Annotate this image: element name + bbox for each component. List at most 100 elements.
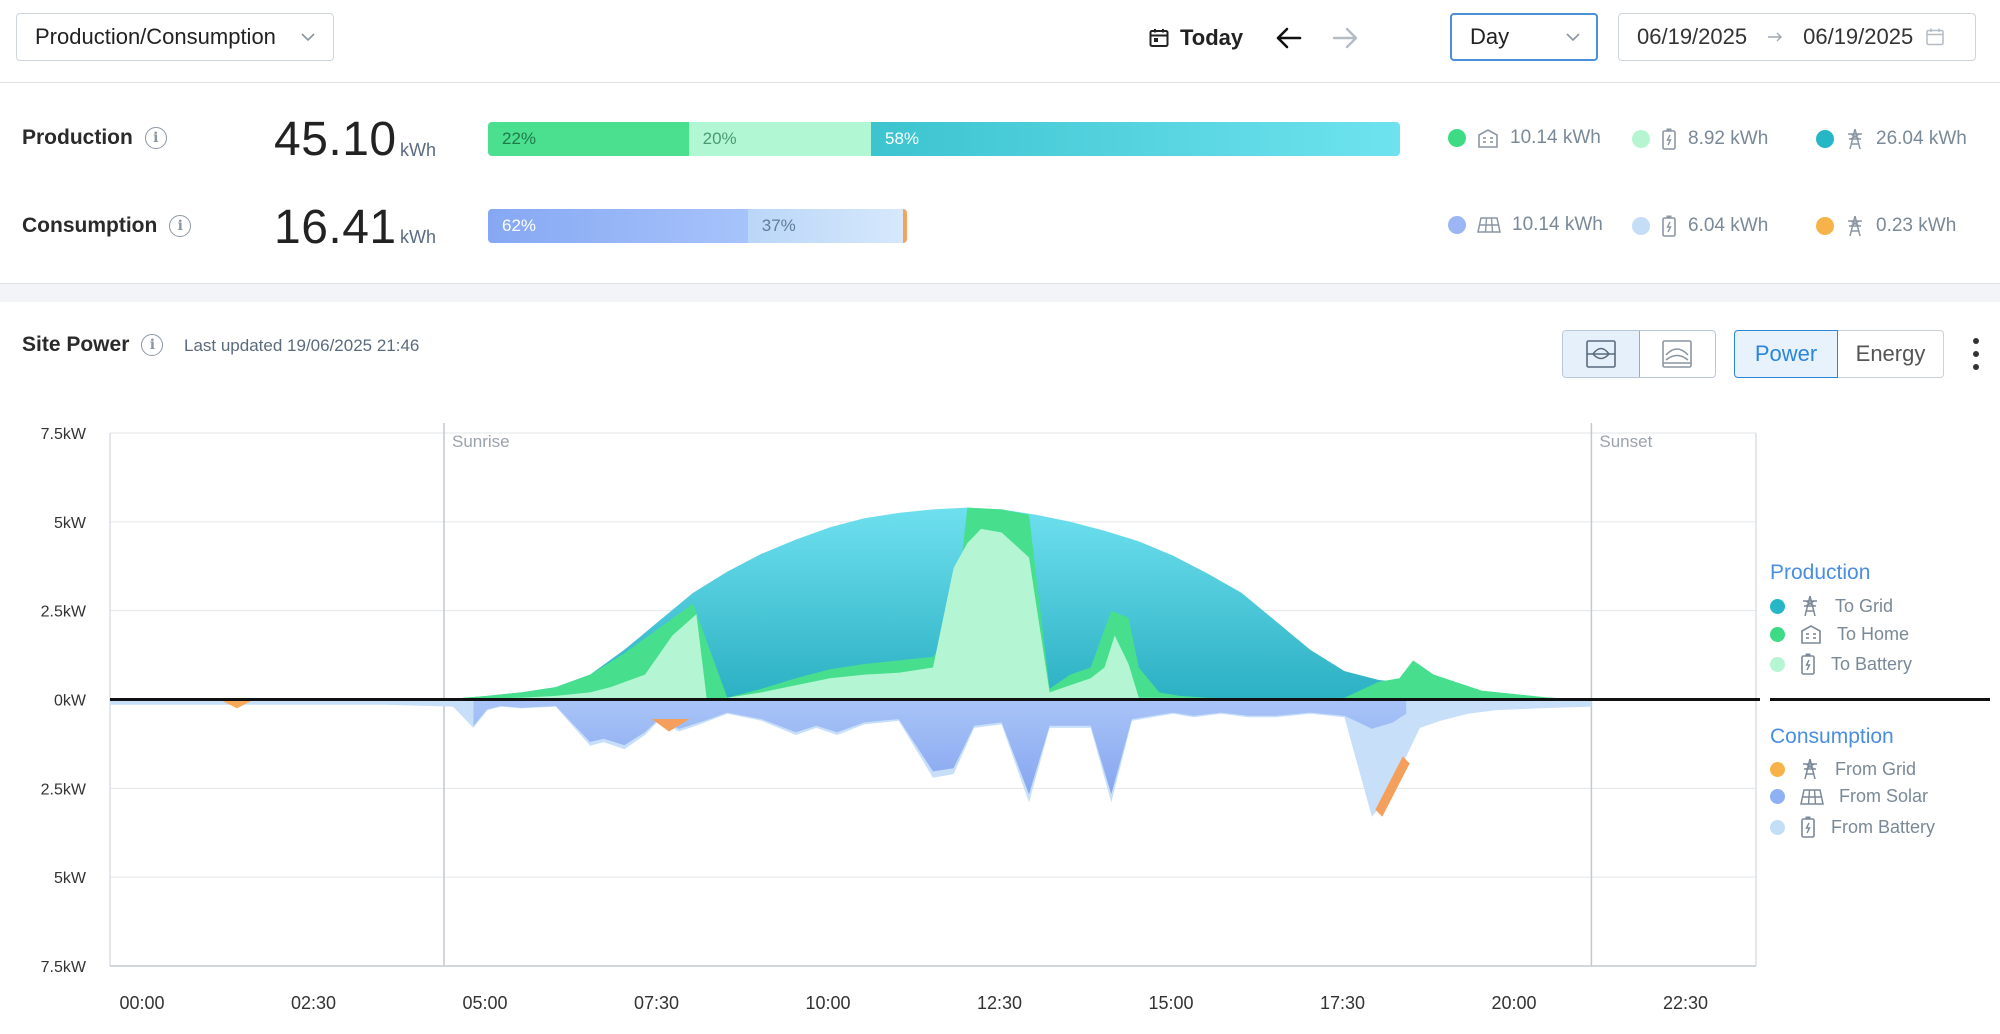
from-solar-area xyxy=(473,699,1407,795)
date-range-picker[interactable]: 06/19/2025 06/19/2025 xyxy=(1618,13,1976,61)
period-label: Day xyxy=(1470,24,1510,49)
production-seg-battery-label: 20% xyxy=(702,129,737,148)
stacked-view-button[interactable] xyxy=(1640,331,1716,377)
y-tick-label: 7.5kW xyxy=(41,426,87,443)
home-icon xyxy=(1478,129,1498,148)
legend-dot xyxy=(1770,819,1785,835)
legend-to-grid-label: To Grid xyxy=(1835,595,1894,616)
energy-tab[interactable]: Energy xyxy=(1838,330,1944,378)
legend-from-grid[interactable]: From Grid xyxy=(1770,757,1916,781)
legend-from-solar-label: From Solar xyxy=(1839,786,1929,806)
site-power-title: Site Power i xyxy=(22,333,164,357)
consumption-label: Consumption i xyxy=(22,214,192,238)
battery-icon xyxy=(1801,653,1815,675)
home-icon xyxy=(1801,625,1821,644)
chevron-down-icon xyxy=(301,33,315,42)
legend-dot xyxy=(1770,789,1785,804)
grid-tower-icon xyxy=(1803,595,1817,617)
consumption-seg-solar-label: 62% xyxy=(502,216,537,235)
legend-dot xyxy=(1448,129,1466,147)
from-grid-area xyxy=(219,699,255,709)
battery-icon xyxy=(1662,128,1676,150)
consumption-seg-battery-label: 37% xyxy=(761,216,796,235)
battery-icon xyxy=(1801,816,1815,838)
section-divider xyxy=(0,284,2000,302)
legend-from-battery-label: From Battery xyxy=(1831,816,1936,837)
info-icon[interactable]: i xyxy=(169,215,192,237)
info-icon[interactable]: i xyxy=(144,127,167,149)
legend-to-home[interactable]: To Home xyxy=(1770,623,1909,645)
grid-tower-icon xyxy=(1848,215,1862,237)
grid-tower-icon xyxy=(1848,128,1862,150)
split-chart-icon xyxy=(1585,340,1616,368)
x-tick-label: 10:00 xyxy=(805,993,850,1013)
period-select[interactable]: Day xyxy=(1450,13,1598,61)
consumption-legend-grid: 0.23 kWh xyxy=(1816,214,1956,238)
production-bar: 22% 20% 58% xyxy=(488,122,1400,156)
sunrise-label: Sunrise xyxy=(452,432,510,451)
arrow-right-icon xyxy=(1332,27,1358,49)
consumption-seg-battery: 37% xyxy=(747,209,903,243)
consumption-legend-grid-value: 0.23 kWh xyxy=(1876,215,1957,236)
previous-period-button[interactable] xyxy=(1270,20,1306,56)
legend-dot xyxy=(1770,598,1785,614)
production-seg-home: 22% xyxy=(488,122,689,156)
power-energy-toggle: Power Energy xyxy=(1734,330,1944,378)
date-from[interactable]: 06/19/2025 xyxy=(1637,24,1748,49)
production-legend-grid: 26.04 kWh xyxy=(1816,127,1967,151)
power-tab[interactable]: Power xyxy=(1734,330,1838,378)
legend-to-grid[interactable]: To Grid xyxy=(1770,594,1893,618)
arrow-left-icon xyxy=(1276,27,1302,49)
consumption-total: 16.41 xyxy=(274,201,397,254)
info-icon[interactable]: i xyxy=(141,334,164,356)
consumption-legend-battery-value: 6.04 kWh xyxy=(1688,215,1769,236)
legend-production-heading: Production xyxy=(1770,561,1871,584)
production-total: 45.10 xyxy=(274,113,397,166)
production-unit: kWh xyxy=(400,140,436,160)
energy-summary-panel xyxy=(0,83,2000,284)
legend-to-battery[interactable]: To Battery xyxy=(1770,652,1912,676)
more-options-icon[interactable] xyxy=(1966,338,1986,370)
date-to[interactable]: 06/19/2025 xyxy=(1803,24,1914,49)
legend-divider xyxy=(1770,698,1990,701)
x-tick-label: 12:30 xyxy=(977,993,1022,1013)
y-tick-label: 5kW xyxy=(54,515,87,532)
legend-dot xyxy=(1632,130,1650,148)
production-seg-battery: 20% xyxy=(688,122,872,156)
production-seg-home-label: 22% xyxy=(502,129,537,148)
production-label: Production i xyxy=(22,126,167,150)
battery-icon xyxy=(1662,215,1676,237)
today-label: Today xyxy=(1180,25,1244,50)
legend-dot xyxy=(1448,216,1466,234)
grid-tower-icon xyxy=(1803,758,1817,780)
production-legend-battery-value: 8.92 kWh xyxy=(1688,128,1769,149)
x-tick-label: 05:00 xyxy=(462,993,507,1013)
next-period-button[interactable] xyxy=(1328,20,1364,56)
from-grid-area xyxy=(1375,756,1410,817)
legend-dot xyxy=(1770,656,1785,672)
y-tick-label: 7.5kW xyxy=(41,959,87,976)
production-legend-home: 10.14 kWh xyxy=(1448,127,1601,149)
production-label-text: Production xyxy=(22,126,133,149)
view-mode-dropdown[interactable]: Production/Consumption xyxy=(16,13,334,61)
y-tick-label: 2.5kW xyxy=(41,781,87,798)
consumption-legend-solar-value: 10.14 kWh xyxy=(1512,214,1603,235)
consumption-label-text: Consumption xyxy=(22,214,158,237)
production-legend-battery: 8.92 kWh xyxy=(1632,127,1768,151)
today-button[interactable]: Today xyxy=(1148,20,1243,56)
legend-to-home-label: To Home xyxy=(1837,623,1910,644)
legend-from-battery[interactable]: From Battery xyxy=(1770,815,1935,839)
legend-dot xyxy=(1770,761,1785,777)
solar-panel-icon xyxy=(1800,788,1824,805)
chart-view-toggle xyxy=(1562,330,1716,378)
consumption-seg-solar: 62% xyxy=(488,209,748,243)
site-power-title-text: Site Power xyxy=(22,333,130,356)
from-grid-area xyxy=(651,719,690,732)
legend-from-solar[interactable]: From Solar xyxy=(1770,786,1928,807)
split-view-button[interactable] xyxy=(1563,331,1640,377)
site-power-chart: 7.5kW 5kW 2.5kW 0kW 2.5kW 5kW 7.5kW 00:00 02:30 0… xyxy=(41,423,1760,1013)
calendar-icon xyxy=(1926,28,1944,46)
production-legend-grid-value: 26.04 kWh xyxy=(1876,128,1967,149)
production-seg-grid-label: 58% xyxy=(885,129,920,148)
x-tick-label: 17:30 xyxy=(1320,993,1365,1013)
